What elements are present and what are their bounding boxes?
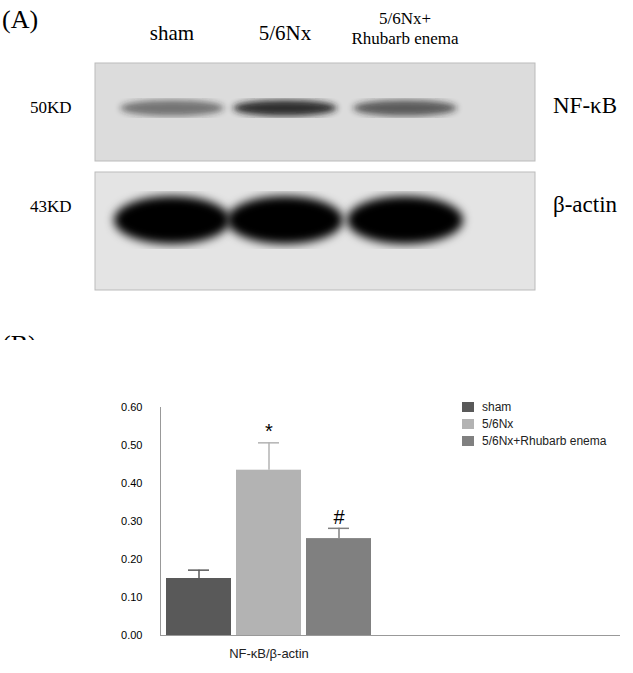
svg-text:NF-κB: NF-κB [553,93,617,118]
svg-text:5/6Nx: 5/6Nx [259,21,312,45]
svg-text:*: * [265,420,273,442]
svg-text:0.10: 0.10 [121,591,142,603]
svg-text:0.20: 0.20 [121,553,142,565]
svg-text:#: # [333,506,345,528]
svg-text:50KD: 50KD [30,98,72,117]
svg-text:(A): (A) [2,5,38,34]
html-text:(B): (B) [2,330,37,359]
html-text:sham: sham [482,399,512,414]
svg-text:0.50: 0.50 [121,439,142,451]
svg-text:0.30: 0.30 [121,515,142,527]
svg-text:sham: sham [150,21,194,45]
svg-text:Rhubarb enema: Rhubarb enema [351,29,459,48]
svg-text:0.60: 0.60 [121,401,142,413]
svg-text:0.00: 0.00 [121,629,142,641]
html-text:5/6Nx: 5/6Nx [482,416,514,431]
svg-text:0.40: 0.40 [121,477,142,489]
svg-text:β-actin: β-actin [553,192,618,217]
svg-text:43KD: 43KD [30,197,72,216]
html-text:5/6Nx+Rhubarb enema: 5/6Nx+Rhubarb enema [482,433,607,448]
svg-text:NF-κB/β-actin: NF-κB/β-actin [229,646,309,661]
svg-text:5/6Nx+: 5/6Nx+ [379,9,431,28]
